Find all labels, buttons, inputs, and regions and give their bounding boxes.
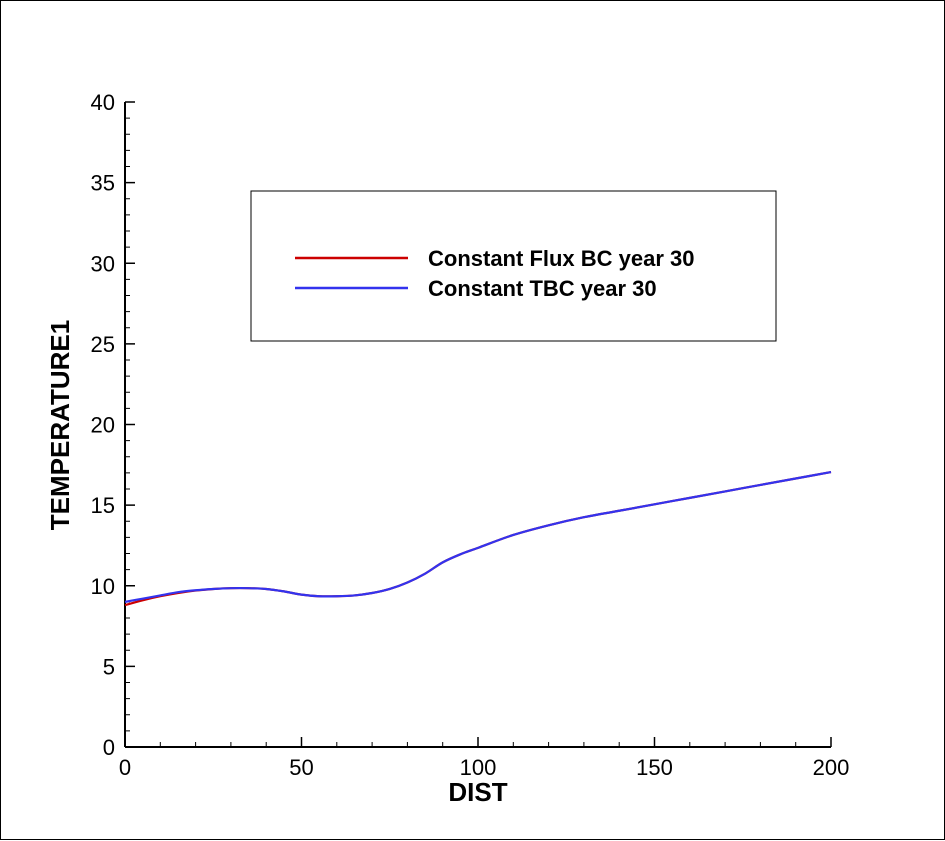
y-tick-label: 15 — [91, 493, 115, 518]
legend-label-2: Constant TBC year 30 — [428, 276, 657, 301]
legend: Constant Flux BC year 30 Constant TBC yea… — [250, 190, 777, 342]
legend-label-1: Constant Flux BC year 30 — [428, 246, 695, 271]
y-tick-label: 20 — [91, 413, 115, 438]
x-axis-title: DIST — [448, 777, 507, 807]
y-axis-title: TEMPERATURE1 — [45, 320, 75, 530]
y-tick-label: 40 — [91, 90, 115, 115]
y-tick-label: 5 — [103, 654, 115, 679]
legend-box — [250, 190, 777, 342]
y-tick-label: 25 — [91, 332, 115, 357]
y-tick-label: 10 — [91, 574, 115, 599]
x-tick-label: 150 — [636, 755, 673, 780]
x-tick-label: 100 — [460, 755, 497, 780]
x-tick-label: 200 — [813, 755, 850, 780]
y-tick-label: 35 — [91, 171, 115, 196]
axes: 0 5 10 15 20 25 30 35 40 0 50 100 150 200 — [91, 90, 850, 780]
x-tick-label: 50 — [289, 755, 313, 780]
series-layer — [124, 470, 832, 607]
y-tick-label: 30 — [91, 251, 115, 276]
x-tick-label: 0 — [119, 755, 131, 780]
series-line-2 — [124, 470, 832, 603]
y-tick-label: 0 — [103, 735, 115, 760]
